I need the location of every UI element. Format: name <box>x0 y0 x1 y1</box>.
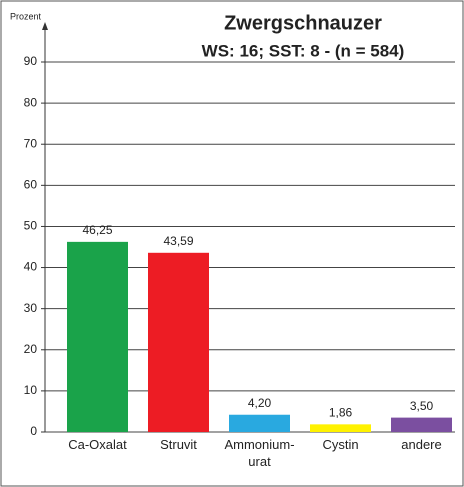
bar <box>391 417 452 432</box>
label-line: Ca-Oxalat <box>68 437 127 452</box>
y-tick-label: 90 <box>24 54 38 68</box>
x-tick-label: Ca-Oxalat <box>68 437 127 452</box>
y-tick-label: 60 <box>24 178 38 192</box>
bar <box>67 241 128 432</box>
chart-subtitle: WS: 16; SST: 8 - (n = 584) <box>202 41 405 60</box>
bar <box>310 424 371 432</box>
x-tick-label: Struvit <box>160 437 197 452</box>
y-tick-label: 10 <box>24 383 38 397</box>
value-label: 4,20 <box>248 396 272 410</box>
label-line: Cystin <box>322 437 358 452</box>
y-tick-label: 0 <box>30 424 37 438</box>
value-label: 46,25 <box>82 223 112 237</box>
x-tick-label: Cystin <box>322 437 358 452</box>
label-line: andere <box>401 437 441 452</box>
x-tick-label: Ammonium-urat <box>224 437 294 469</box>
value-label: 3,50 <box>410 399 434 413</box>
y-tick-label: 40 <box>24 260 38 274</box>
y-tick-label: 50 <box>24 219 38 233</box>
label-line: Struvit <box>160 437 197 452</box>
label-line: Ammonium- <box>224 437 294 452</box>
y-tick-label: 30 <box>24 301 38 315</box>
bar <box>148 252 209 432</box>
y-tick-label: 80 <box>24 95 38 109</box>
x-tick-label: andere <box>401 437 441 452</box>
y-tick-label: 70 <box>24 136 38 150</box>
value-label: 1,86 <box>329 406 353 420</box>
axis-arrow <box>42 22 48 30</box>
label-line: urat <box>248 454 271 469</box>
chart-title: Zwergschnauzer <box>224 12 382 34</box>
value-label: 43,59 <box>163 234 193 248</box>
y-axis-label: Prozent <box>10 11 42 21</box>
y-tick-label: 20 <box>24 342 38 356</box>
bar <box>229 414 290 432</box>
